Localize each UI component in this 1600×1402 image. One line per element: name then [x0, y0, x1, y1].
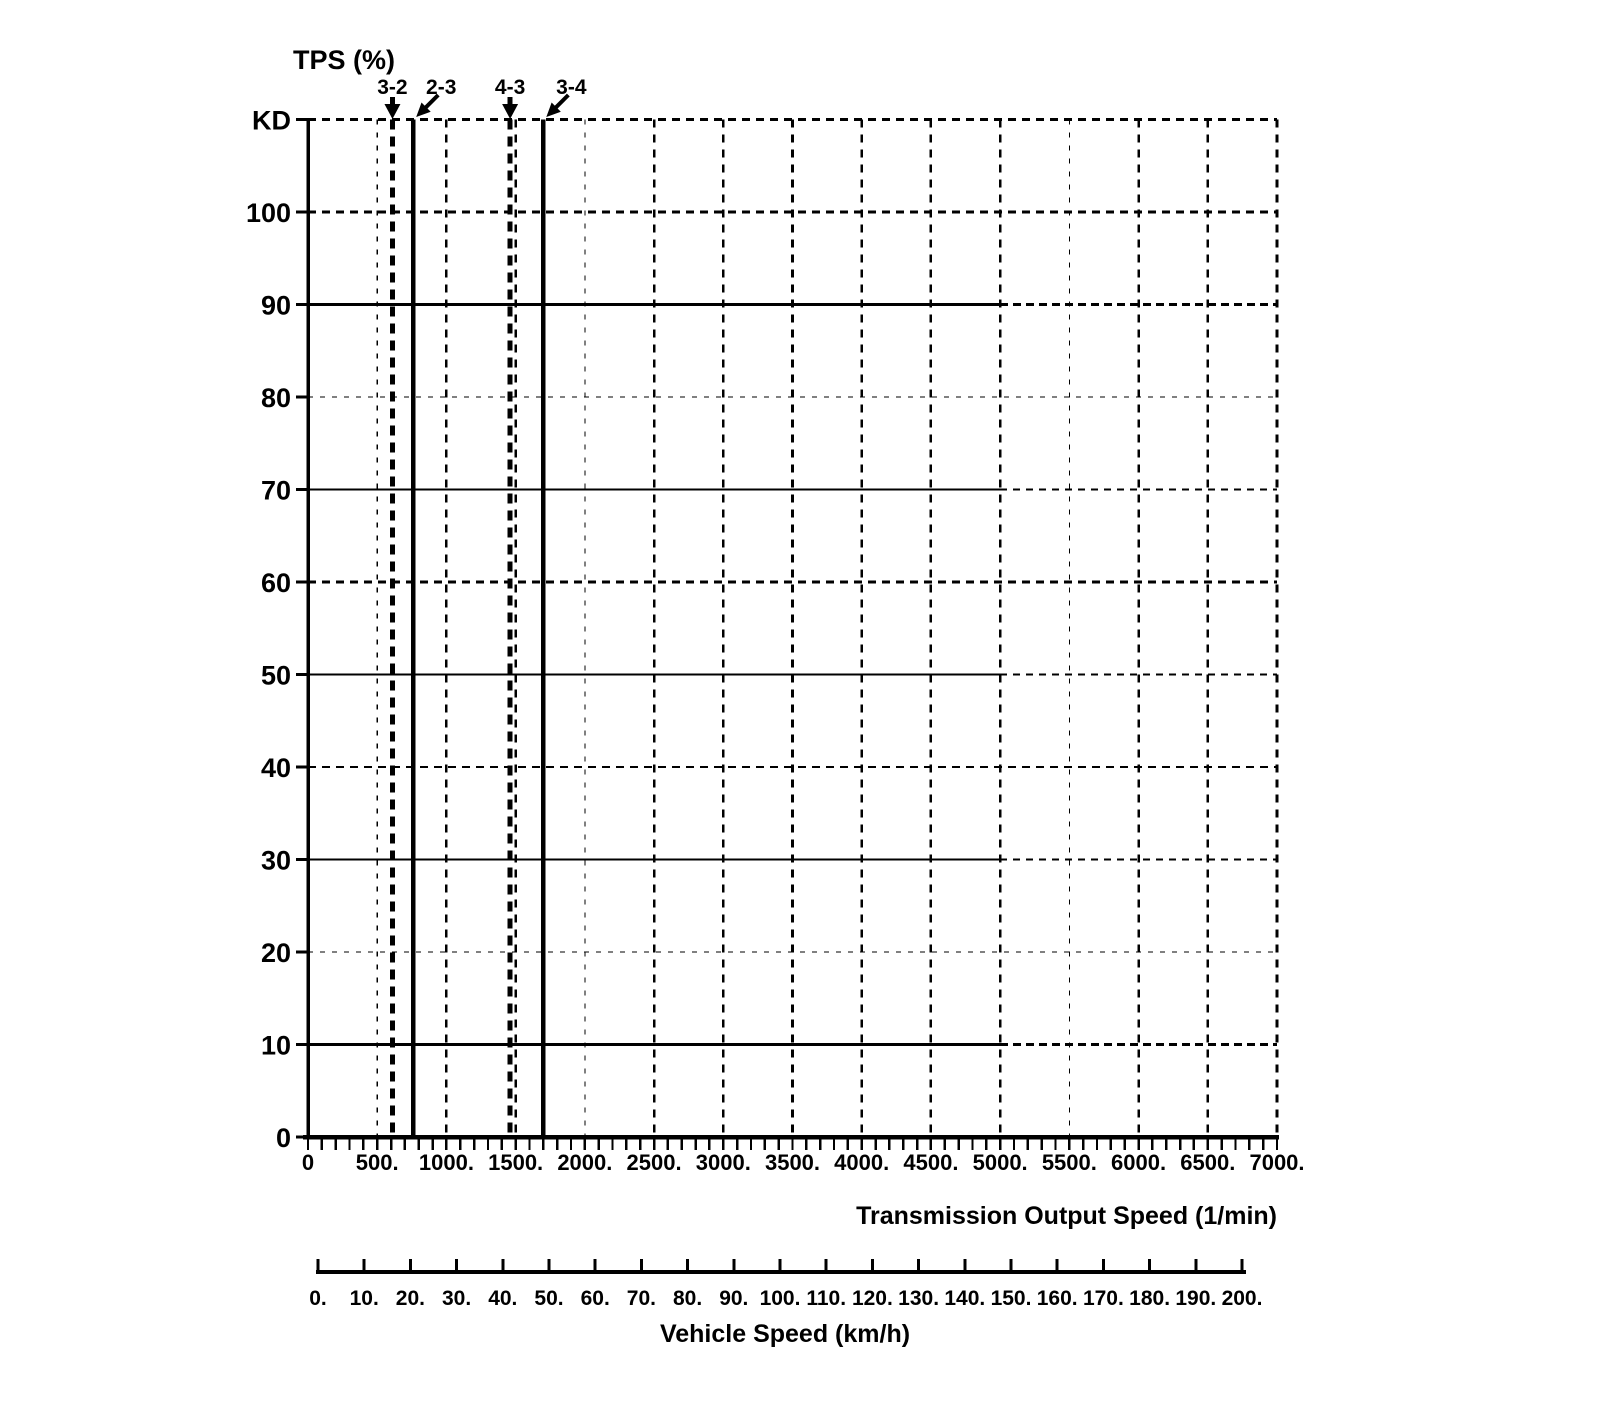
shift-label-3-2: 3-2 — [377, 76, 407, 99]
vehicle-speed-tick-label: 190. — [1175, 1287, 1216, 1310]
x-tick-label: 0 — [302, 1150, 314, 1175]
y-tick-label: 50 — [261, 661, 291, 691]
vehicle-speed-tick-label: 140. — [944, 1287, 985, 1310]
vehicle-speed-tick-label: 100. — [760, 1287, 801, 1310]
x-tick-label: 2500. — [627, 1150, 682, 1175]
x-tick-label: 5500. — [1042, 1150, 1097, 1175]
vehicle-speed-tick-label: 20. — [396, 1287, 425, 1310]
vehicle-speed-tick-label: 120. — [852, 1287, 893, 1310]
vehicle-speed-tick-label: 170. — [1083, 1287, 1124, 1310]
tps-axis-title: TPS (%) — [293, 45, 396, 75]
x-tick-label: 4000. — [834, 1150, 889, 1175]
y-tick-label: 90 — [261, 291, 291, 321]
shift-label-2-3: 2-3 — [426, 76, 456, 99]
x-tick-label: 7000. — [1249, 1150, 1304, 1175]
x-tick-label: 3500. — [765, 1150, 820, 1175]
x-tick-label: 2000. — [557, 1150, 612, 1175]
vehicle-speed-tick-label: 60. — [581, 1287, 610, 1310]
shift-label-3-4: 3-4 — [556, 76, 587, 99]
vehicle-speed-tick-label: 90. — [719, 1287, 748, 1310]
shift-down-arrow-icon-4-3 — [502, 104, 519, 119]
transmission-output-speed-axis-title: Transmission Output Speed (1/min) — [856, 1202, 1277, 1230]
y-tick-label: 60 — [261, 568, 291, 598]
vehicle-speed-tick-label: 10. — [350, 1287, 379, 1310]
x-tick-label: 1000. — [419, 1150, 474, 1175]
vehicle-speed-tick-label: 160. — [1037, 1287, 1078, 1310]
x-tick-label: 1500. — [488, 1150, 543, 1175]
vehicle-speed-tick-label: 80. — [673, 1287, 702, 1310]
shift-down-arrow-icon-3-2 — [384, 104, 401, 119]
vehicle-speed-tick-label: 40. — [488, 1287, 517, 1310]
y-tick-label: 100 — [246, 198, 291, 228]
y-tick-label: 80 — [261, 383, 291, 413]
x-tick-label: 6500. — [1180, 1150, 1235, 1175]
x-tick-label: 3000. — [696, 1150, 751, 1175]
vehicle-speed-tick-label: 50. — [534, 1287, 563, 1310]
shift-down-left-arrow-icon-3-4 — [546, 102, 561, 117]
y-tick-label: 30 — [261, 846, 291, 876]
y-tick-label-kd: KD — [252, 106, 291, 136]
vehicle-speed-tick-label: 180. — [1129, 1287, 1170, 1310]
y-tick-label: 70 — [261, 476, 291, 506]
shift-label-4-3: 4-3 — [495, 76, 525, 99]
vehicle-speed-tick-label: 130. — [898, 1287, 939, 1310]
x-tick-label: 6000. — [1111, 1150, 1166, 1175]
y-tick-label: 20 — [261, 938, 291, 968]
vehicle-speed-tick-label: 200. — [1222, 1287, 1263, 1310]
y-tick-label: 40 — [261, 753, 291, 783]
x-tick-label: 5000. — [973, 1150, 1028, 1175]
vehicle-speed-tick-label: 0. — [309, 1287, 327, 1310]
shift-down-left-arrow-icon-2-3 — [416, 102, 431, 117]
y-tick-label: 0 — [276, 1123, 291, 1153]
vehicle-speed-tick-label: 70. — [627, 1287, 656, 1310]
vehicle-speed-tick-label: 150. — [991, 1287, 1032, 1310]
y-tick-label: 10 — [261, 1031, 291, 1061]
x-tick-label: 500. — [356, 1150, 399, 1175]
x-tick-label: 4500. — [903, 1150, 958, 1175]
vehicle-speed-axis-title: Vehicle Speed (km/h) — [659, 1320, 911, 1348]
vehicle-speed-tick-label: 110. — [806, 1287, 846, 1310]
vehicle-speed-tick-label: 30. — [442, 1287, 471, 1310]
